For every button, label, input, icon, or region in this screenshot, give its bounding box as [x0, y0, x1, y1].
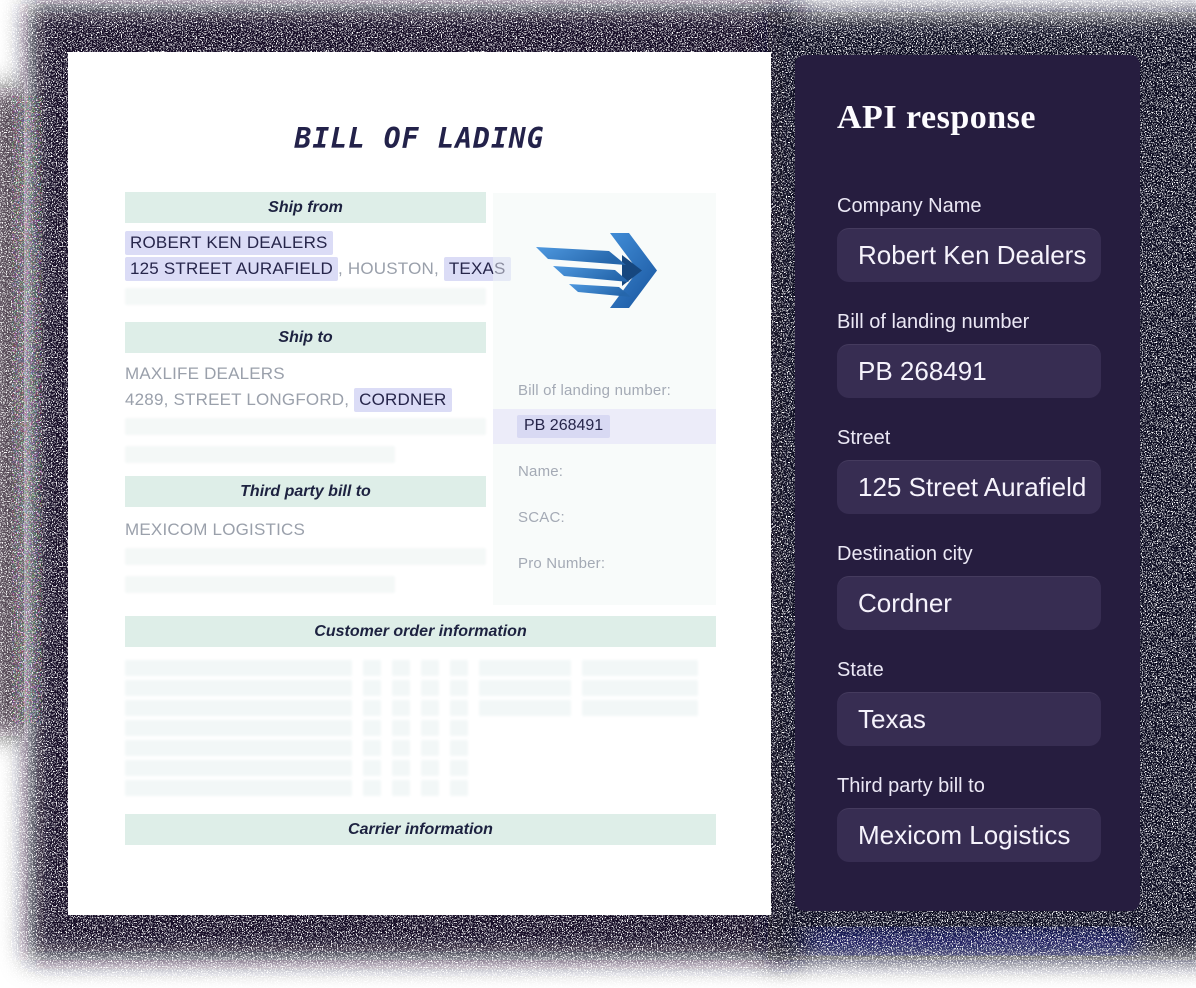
field-value: Mexicom Logistics [858, 820, 1071, 850]
pro-number-label: Pro Number: [518, 555, 606, 572]
ghost-table-row [125, 660, 716, 676]
section-header-ship-to: Ship to [125, 322, 486, 353]
api-response-panel: API response Company Name Robert Ken Dea… [795, 55, 1140, 911]
field-value: Robert Ken Dealers [858, 240, 1087, 270]
placeholder-row [125, 418, 486, 435]
field-value: PB 268491 [858, 356, 987, 386]
section-header-third-party: Third party bill to [125, 476, 486, 507]
ghost-table-row [125, 740, 716, 756]
ghost-table-row [125, 780, 716, 796]
field-label-company-name: Company Name [837, 195, 982, 217]
document-title: BILL OF LADING [294, 122, 545, 155]
field-value-box-third-party[interactable]: Mexicom Logistics [837, 808, 1101, 862]
field-value-box-state[interactable]: Texas [837, 692, 1101, 746]
field-value-box-bol-number[interactable]: PB 268491 [837, 344, 1101, 398]
ship-to-company-line: MAXLIFE DEALERS [125, 364, 285, 383]
ghost-table-row [125, 720, 716, 736]
bol-number-label: Bill of landing number: [518, 382, 672, 399]
address-street-text: 4289, STREET LONGFORD, [125, 390, 355, 409]
wing-arrow-logo-icon [536, 233, 657, 308]
placeholder-row [125, 446, 395, 463]
highlighted-city: CORDNER [354, 388, 452, 412]
bill-of-lading-document: BILL OF LADING Ship from ROBERT KEN DEAL… [68, 52, 771, 915]
ghost-table-row [125, 700, 716, 716]
section-header-ship-from: Ship from [125, 192, 486, 223]
section-header-customer-order: Customer order information [125, 616, 716, 647]
field-value: Cordner [858, 588, 952, 618]
field-label-street: Street [837, 427, 891, 449]
field-value-box-company-name[interactable]: Robert Ken Dealers [837, 228, 1101, 282]
ship-from-address-line: 125 STREET AURAFIELD, HOUSTON, TEXAS [125, 257, 511, 281]
ship-to-address-line: 4289, STREET LONGFORD, CORDNER [125, 388, 452, 412]
highlighted-street: 125 STREET AURAFIELD [125, 257, 339, 281]
scac-label: SCAC: [518, 509, 565, 526]
field-value-box-destination-city[interactable]: Cordner [837, 576, 1101, 630]
name-label: Name: [518, 463, 564, 480]
field-value: Texas [858, 704, 926, 734]
ghost-table-row [125, 760, 716, 776]
address-middle-text: , HOUSTON, [338, 259, 444, 278]
field-label-third-party: Third party bill to [837, 775, 985, 797]
field-label-destination-city: Destination city [837, 543, 973, 565]
field-value-box-street[interactable]: 125 Street Aurafield [837, 460, 1101, 514]
field-label-bol-number: Bill of landing number [837, 311, 1030, 333]
highlighted-bol-number: PB 268491 [517, 415, 611, 438]
ghost-table-row [125, 680, 716, 696]
api-response-title: API response [837, 99, 1036, 136]
bol-number-band: PB 268491 [493, 409, 716, 444]
third-party-company-line: MEXICOM LOGISTICS [125, 520, 306, 539]
field-label-state: State [837, 659, 884, 681]
placeholder-row [125, 548, 486, 565]
section-header-carrier: Carrier information [125, 814, 716, 845]
placeholder-row [125, 576, 395, 593]
field-value: 125 Street Aurafield [858, 472, 1087, 502]
ghost-table [125, 660, 716, 800]
ship-from-company-line: ROBERT KEN DEALERS [125, 231, 333, 255]
placeholder-row [125, 288, 486, 305]
highlighted-company-name: ROBERT KEN DEALERS [125, 231, 333, 255]
